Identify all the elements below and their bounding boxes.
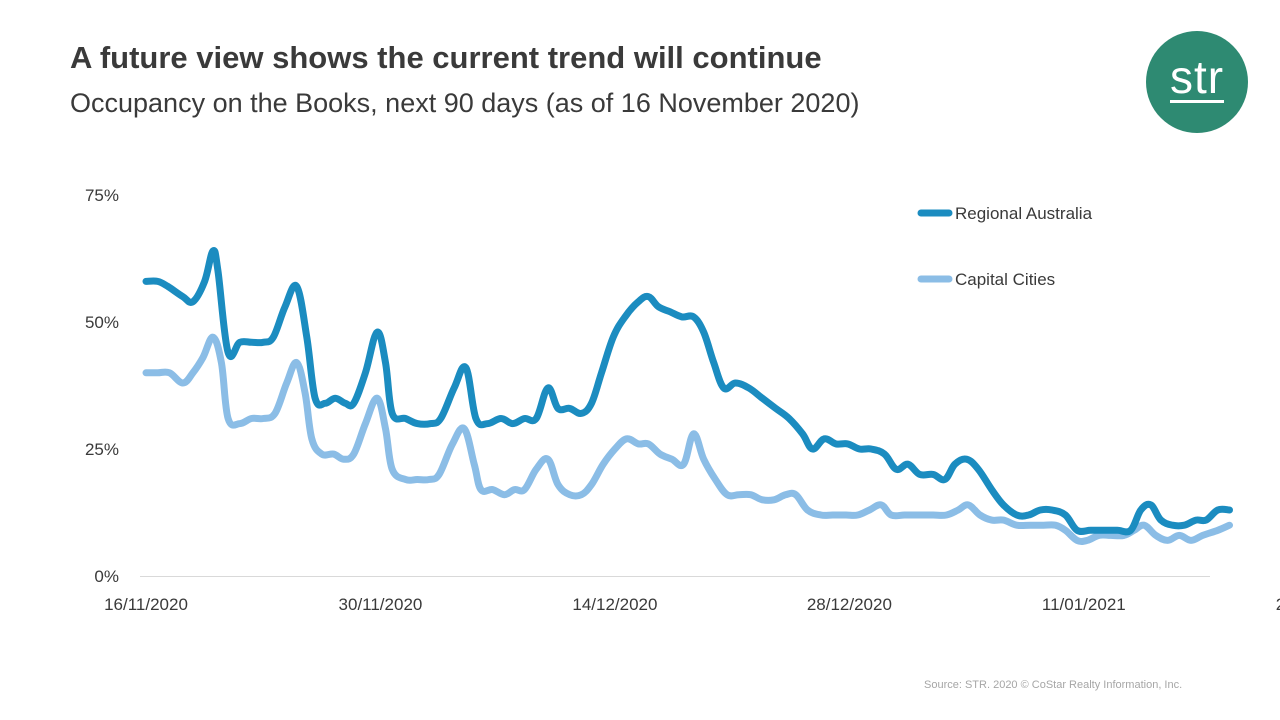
- page-subtitle: Occupancy on the Books, next 90 days (as…: [70, 88, 860, 118]
- series-line-regional: [142, 247, 1233, 536]
- x-tick-label: 25/01/2021: [1276, 595, 1280, 614]
- x-tick-label: 16/11/2020: [104, 595, 188, 614]
- legend-label-regional: Regional Australia: [955, 204, 1093, 223]
- series-line-capital: [142, 333, 1233, 545]
- x-tick-label: 11/01/2021: [1042, 595, 1126, 614]
- y-tick-label: 50%: [85, 313, 119, 332]
- legend-label-capital: Capital Cities: [955, 270, 1055, 289]
- x-tick-label: 30/11/2020: [339, 595, 423, 614]
- y-tick-label: 25%: [85, 440, 119, 459]
- y-tick-label: 75%: [85, 186, 119, 205]
- y-tick-label: 0%: [94, 567, 119, 586]
- x-tick-label: 14/12/2020: [572, 595, 657, 614]
- page-title: A future view shows the current trend wi…: [70, 40, 822, 75]
- str-logo: str: [1146, 31, 1248, 133]
- str-logo-text: str: [1169, 50, 1225, 103]
- x-tick-label: 28/12/2020: [807, 595, 892, 614]
- source-note: Source: STR. 2020 © CoStar Realty Inform…: [924, 679, 1183, 691]
